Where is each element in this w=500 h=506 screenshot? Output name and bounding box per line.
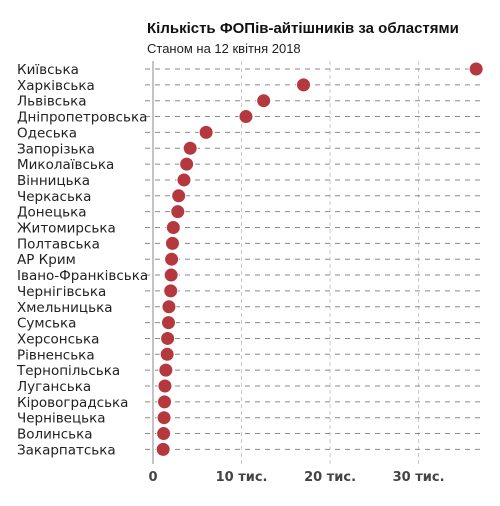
data-point [256, 93, 272, 109]
data-point [179, 156, 195, 172]
category-label: Івано-Франківська [17, 268, 148, 284]
data-points [155, 61, 484, 457]
x-tick-label: 10 тис. [216, 470, 268, 485]
data-point [164, 235, 180, 251]
category-label: Житомирська [17, 221, 116, 237]
data-point [156, 426, 172, 442]
data-point [198, 124, 214, 140]
data-point [157, 378, 173, 394]
data-point [160, 330, 176, 346]
data-point [159, 346, 175, 362]
category-label: Черкаська [17, 189, 91, 205]
x-tick-label: 20 тис. [304, 470, 356, 485]
category-label: Закарпатська [17, 442, 116, 458]
data-point [161, 299, 177, 315]
data-point [156, 410, 172, 426]
data-point [296, 77, 312, 93]
category-label: Полтавська [17, 236, 100, 252]
chart-subtitle: Станом на 12 квітня 2018 [147, 41, 301, 56]
data-point [165, 220, 181, 235]
x-tick-label: 30 тис. [393, 470, 445, 485]
data-point [238, 109, 254, 125]
category-label: Тернопільська [16, 363, 120, 379]
category-label: Волинська [17, 427, 93, 443]
data-point [164, 251, 180, 267]
category-label: Донецька [17, 205, 87, 221]
grid [145, 61, 485, 464]
category-label: Сумська [17, 316, 76, 332]
category-label: Кіровоградська [17, 395, 128, 411]
data-point [163, 283, 179, 299]
category-label: Дніпропетровська [17, 110, 147, 126]
category-label: Львівська [17, 94, 87, 110]
category-label: Рівненська [17, 347, 95, 363]
data-point [158, 362, 174, 378]
category-label: АР Крим [17, 252, 76, 268]
data-point [163, 267, 179, 283]
data-point [160, 315, 176, 331]
x-tick-label: 0 [148, 470, 157, 485]
data-point [157, 394, 173, 410]
category-label: Запорізька [17, 141, 95, 157]
data-point [182, 140, 198, 156]
category-label: Одеська [17, 125, 77, 141]
category-labels: КиївськаХарківськаЛьвівськаДніпропетровс… [16, 62, 148, 458]
category-label: Херсонська [17, 331, 99, 347]
category-label: Чернігівська [17, 284, 106, 300]
data-point [170, 204, 186, 220]
data-point [468, 61, 484, 77]
data-point [171, 188, 187, 204]
category-label: Чернівецька [17, 411, 106, 427]
x-axis-ticks: 0 10 тис. 20 тис. 30 тис. [148, 470, 444, 485]
category-label: Вінницька [17, 173, 90, 189]
chart-title: Кількість ФОПів-айтішників за областями [147, 20, 459, 37]
data-point [176, 172, 192, 188]
data-point [155, 441, 171, 457]
category-label: Миколаївська [17, 157, 114, 173]
category-label: Луганська [17, 379, 91, 395]
category-label: Харківська [17, 78, 95, 94]
category-label: Київська [17, 62, 79, 78]
category-label: Хмельницька [17, 300, 113, 316]
